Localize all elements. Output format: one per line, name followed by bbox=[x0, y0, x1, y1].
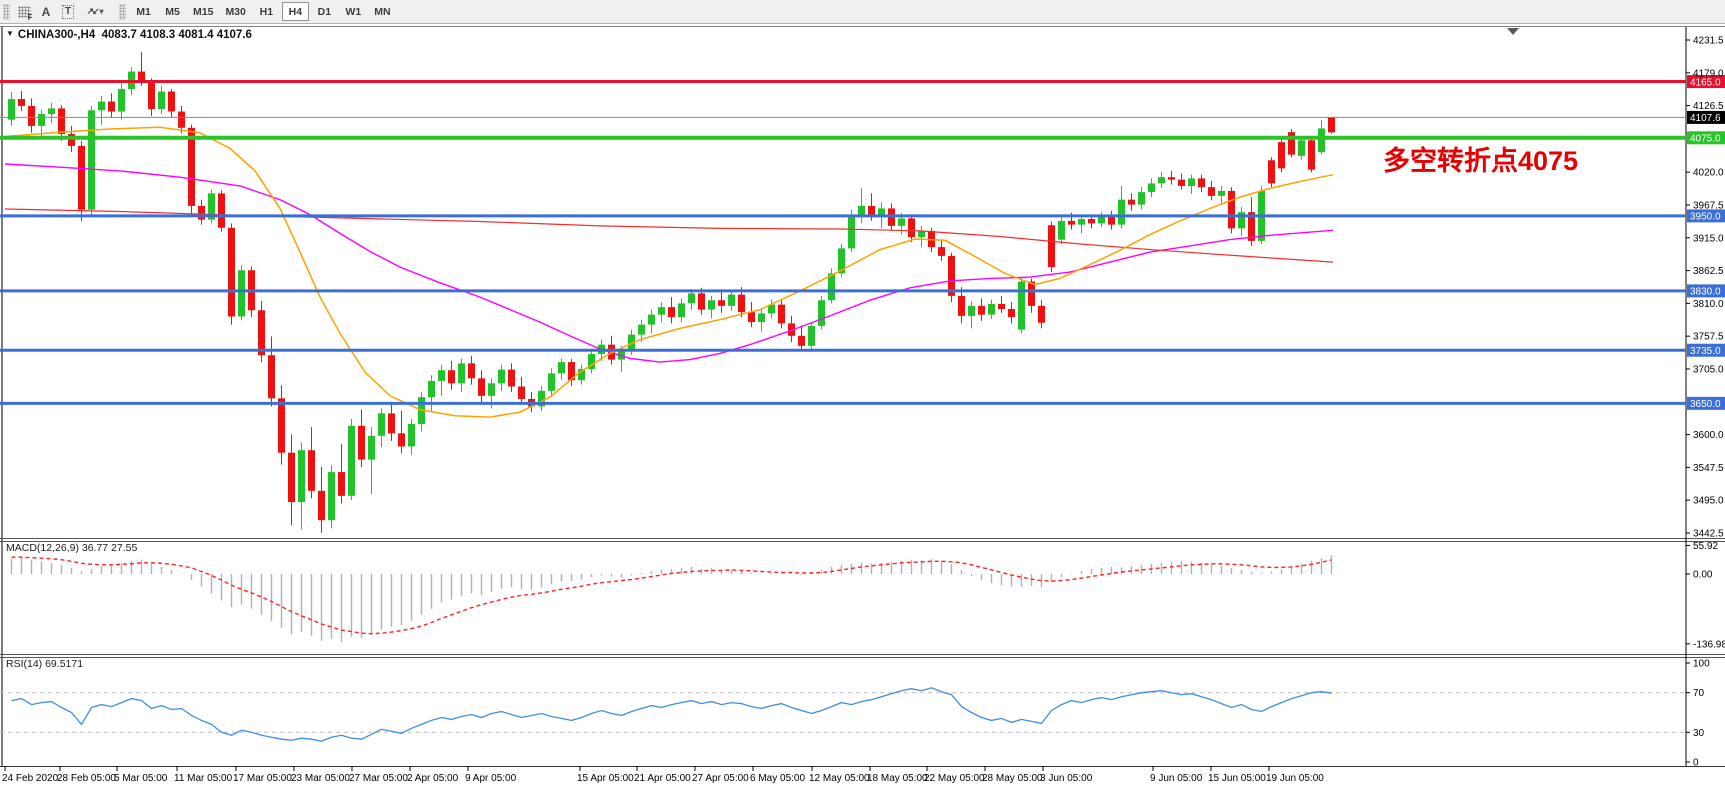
svg-text:4020.0: 4020.0 bbox=[1693, 168, 1724, 179]
svg-text:11 Mar 05:00: 11 Mar 05:00 bbox=[174, 773, 233, 784]
svg-text:28 May 05:00: 28 May 05:00 bbox=[982, 773, 1043, 784]
svg-text:3950.0: 3950.0 bbox=[1690, 212, 1721, 223]
svg-text:27 Mar 05:00: 27 Mar 05:00 bbox=[349, 773, 408, 784]
svg-text:3915.0: 3915.0 bbox=[1693, 233, 1724, 244]
svg-text:17 Mar 05:00: 17 Mar 05:00 bbox=[233, 773, 292, 784]
toolbar: F A T ↗↙ ▾ M1 M5 M15 M30 H1 H4 D1 W1 MN bbox=[0, 0, 1725, 24]
svg-text:15 Jun 05:00: 15 Jun 05:00 bbox=[1208, 773, 1266, 784]
svg-text:30: 30 bbox=[1693, 728, 1705, 739]
svg-text:4231.5: 4231.5 bbox=[1693, 36, 1724, 47]
text-a-icon[interactable]: A bbox=[35, 2, 57, 21]
text-box-label: T bbox=[61, 4, 75, 19]
timeframe-w1-button[interactable]: W1 bbox=[340, 2, 367, 21]
svg-text:4165.0: 4165.0 bbox=[1690, 77, 1721, 88]
svg-text:70: 70 bbox=[1693, 688, 1705, 699]
symbol-dropdown-icon[interactable]: ▼ bbox=[6, 29, 14, 38]
chart-annotation-text: 多空转折点4075 bbox=[1383, 146, 1579, 176]
svg-text:21 Apr 05:00: 21 Apr 05:00 bbox=[634, 773, 691, 784]
toolbar-grip[interactable] bbox=[3, 3, 10, 20]
svg-text:3735.0: 3735.0 bbox=[1690, 346, 1721, 357]
svg-text:4107.6: 4107.6 bbox=[1690, 113, 1721, 124]
timeframe-h1-button[interactable]: H1 bbox=[253, 2, 280, 21]
arrows-glyph: ↗↙ bbox=[86, 6, 99, 16]
svg-text:3757.5: 3757.5 bbox=[1693, 332, 1724, 343]
timeframe-m15-button[interactable]: M15 bbox=[188, 2, 218, 21]
timeframe-h4-button[interactable]: H4 bbox=[281, 2, 309, 21]
timeframe-m30-button[interactable]: M30 bbox=[220, 2, 250, 21]
svg-text:6 May 05:00: 6 May 05:00 bbox=[750, 773, 805, 784]
svg-text:4075.0: 4075.0 bbox=[1690, 134, 1721, 145]
crosshair-arrows-icon[interactable]: ↗↙ ▾ bbox=[79, 2, 111, 21]
svg-text:15 Apr 05:00: 15 Apr 05:00 bbox=[577, 773, 634, 784]
toolbar-grip-2[interactable] bbox=[119, 3, 126, 20]
svg-text:3495.0: 3495.0 bbox=[1693, 496, 1724, 507]
dropdown-caret-icon: ▾ bbox=[99, 7, 104, 16]
svg-text:4179.0: 4179.0 bbox=[1693, 68, 1724, 79]
timeframe-m5-button[interactable]: M5 bbox=[159, 2, 186, 21]
symbol-label: CHINA300-,H4 bbox=[17, 29, 96, 41]
svg-text:5 Mar 05:00: 5 Mar 05:00 bbox=[114, 773, 168, 784]
svg-text:3547.5: 3547.5 bbox=[1693, 463, 1724, 474]
svg-text:9 Apr 05:00: 9 Apr 05:00 bbox=[465, 773, 517, 784]
svg-text:4126.5: 4126.5 bbox=[1693, 101, 1724, 112]
grid-f-label: F bbox=[27, 12, 33, 22]
svg-text:55.92: 55.92 bbox=[1693, 541, 1718, 552]
chart-title: ▼ CHINA300-,H4 4083.7 4108.3 4081.4 4107.… bbox=[6, 29, 252, 41]
svg-text:3967.5: 3967.5 bbox=[1693, 200, 1724, 211]
macd-label: MACD(12,26,9) 36.77 27.55 bbox=[6, 542, 138, 554]
svg-text:2 Apr 05:00: 2 Apr 05:00 bbox=[407, 773, 459, 784]
svg-text:3862.5: 3862.5 bbox=[1693, 266, 1724, 277]
grid-glyph: F bbox=[17, 5, 33, 22]
svg-text:3442.5: 3442.5 bbox=[1693, 529, 1724, 540]
svg-text:18 May 05:00: 18 May 05:00 bbox=[867, 773, 928, 784]
text-a-label: A bbox=[41, 4, 51, 19]
svg-text:0: 0 bbox=[1693, 758, 1699, 769]
svg-text:3810.0: 3810.0 bbox=[1693, 299, 1724, 310]
ohlc-values: 4083.7 4108.3 4081.4 4107.6 bbox=[101, 29, 252, 41]
svg-text:28 Feb 05:00: 28 Feb 05:00 bbox=[57, 773, 116, 784]
rsi-label: RSI(14) 69.5171 bbox=[6, 658, 84, 670]
svg-text:3830.0: 3830.0 bbox=[1690, 287, 1721, 298]
svg-text:-136.98: -136.98 bbox=[1693, 639, 1725, 650]
chart-grid-icon[interactable]: F bbox=[13, 2, 35, 22]
svg-text:3650.0: 3650.0 bbox=[1690, 399, 1721, 410]
timeframe-m1-button[interactable]: M1 bbox=[130, 2, 157, 21]
svg-text:0.00: 0.00 bbox=[1693, 570, 1713, 581]
svg-text:9 Jun 05:00: 9 Jun 05:00 bbox=[1150, 773, 1203, 784]
svg-text:24 Feb 2020: 24 Feb 2020 bbox=[2, 773, 59, 784]
svg-text:22 May 05:00: 22 May 05:00 bbox=[924, 773, 985, 784]
svg-text:100: 100 bbox=[1693, 659, 1710, 670]
timeframe-d1-button[interactable]: D1 bbox=[311, 2, 338, 21]
svg-text:23 Mar 05:00: 23 Mar 05:00 bbox=[291, 773, 350, 784]
svg-text:27 Apr 05:00: 27 Apr 05:00 bbox=[692, 773, 749, 784]
svg-text:3600.0: 3600.0 bbox=[1693, 430, 1724, 441]
svg-text:3705.0: 3705.0 bbox=[1693, 364, 1724, 375]
svg-text:12 May 05:00: 12 May 05:00 bbox=[809, 773, 870, 784]
svg-text:19 Jun 05:00: 19 Jun 05:00 bbox=[1266, 773, 1324, 784]
svg-text:3 Jun 05:00: 3 Jun 05:00 bbox=[1040, 773, 1093, 784]
timeframe-mn-button[interactable]: MN bbox=[369, 2, 396, 21]
text-box-icon[interactable]: T bbox=[57, 2, 79, 21]
